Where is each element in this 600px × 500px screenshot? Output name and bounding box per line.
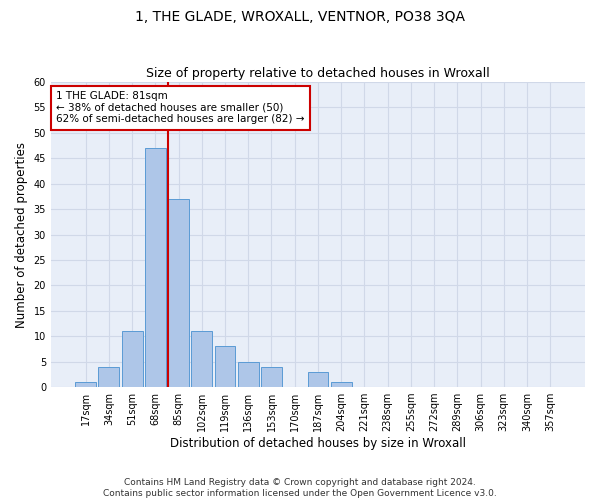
Bar (122, 331, 143, 387)
Bar (308, 372, 328, 387)
Title: Size of property relative to detached houses in Wroxall: Size of property relative to detached ho… (146, 66, 490, 80)
Bar (215, 346, 235, 387)
Bar (331, 382, 352, 387)
Bar (145, 148, 166, 387)
Bar (191, 331, 212, 387)
Y-axis label: Number of detached properties: Number of detached properties (15, 142, 28, 328)
Bar (75, 382, 96, 387)
Bar (238, 362, 259, 387)
Text: 1 THE GLADE: 81sqm
← 38% of detached houses are smaller (50)
62% of semi-detache: 1 THE GLADE: 81sqm ← 38% of detached hou… (56, 91, 305, 124)
Bar (261, 366, 282, 387)
Text: 1, THE GLADE, WROXALL, VENTNOR, PO38 3QA: 1, THE GLADE, WROXALL, VENTNOR, PO38 3QA (135, 10, 465, 24)
Text: Contains HM Land Registry data © Crown copyright and database right 2024.
Contai: Contains HM Land Registry data © Crown c… (103, 478, 497, 498)
Bar (168, 199, 189, 387)
X-axis label: Distribution of detached houses by size in Wroxall: Distribution of detached houses by size … (170, 437, 466, 450)
Bar (98, 366, 119, 387)
